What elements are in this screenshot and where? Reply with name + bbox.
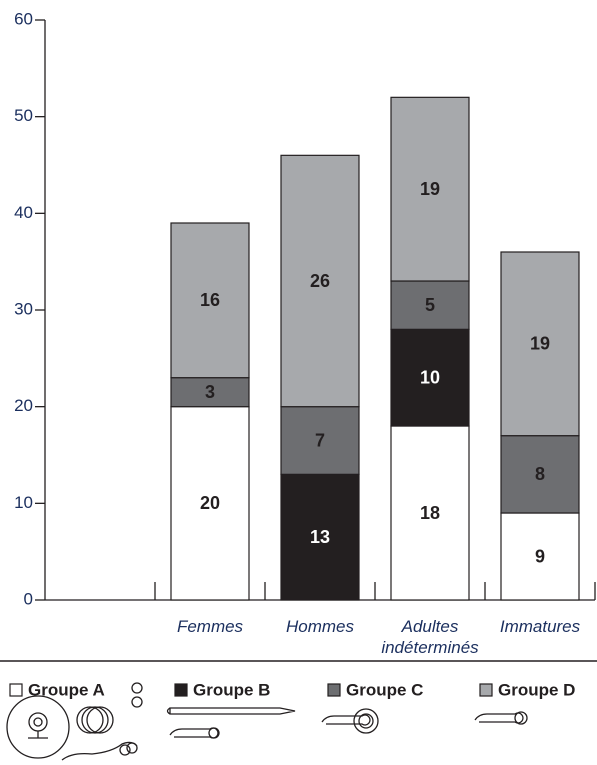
legend-label: Groupe C	[346, 680, 423, 699]
legend-label: Groupe A	[28, 680, 105, 699]
x-tick-label: Immatures	[485, 616, 595, 637]
value-label: 19	[530, 334, 550, 354]
value-label: 19	[420, 179, 440, 199]
value-label: 3	[205, 382, 215, 402]
y-tick-label: 40	[14, 203, 33, 222]
y-tick-label: 0	[24, 589, 33, 608]
value-label: 20	[200, 493, 220, 513]
legend-swatch	[328, 684, 340, 696]
value-label: 13	[310, 527, 330, 547]
y-tick-label: 20	[14, 396, 33, 415]
value-label: 8	[535, 464, 545, 484]
y-tick-label: 10	[14, 493, 33, 512]
value-label: 16	[200, 290, 220, 310]
legend-swatch	[175, 684, 187, 696]
value-label: 7	[315, 430, 325, 450]
value-label: 5	[425, 295, 435, 315]
page: {"chart_data": {"type": "bar", "stacked"…	[0, 0, 597, 765]
x-tick-label: Femmes	[155, 616, 265, 637]
legend-swatch	[10, 684, 22, 696]
value-label: 26	[310, 271, 330, 291]
value-label: 9	[535, 546, 545, 566]
y-tick-label: 30	[14, 299, 33, 318]
x-tick-label: Adultes indéterminés	[375, 616, 485, 658]
x-tick-label: Hommes	[265, 616, 375, 637]
y-tick-label: 50	[14, 106, 33, 125]
chart: 0 10 20 30 40 50 60 20 3 16 13 7 26 18 10 5 19 9 8 19 Groupe…	[0, 0, 597, 765]
value-label: 10	[420, 367, 440, 387]
value-label: 18	[420, 503, 440, 523]
y-tick-label: 60	[14, 9, 33, 28]
legend-label: Groupe D	[498, 680, 575, 699]
legend-label: Groupe B	[193, 680, 270, 699]
legend-swatch	[480, 684, 492, 696]
